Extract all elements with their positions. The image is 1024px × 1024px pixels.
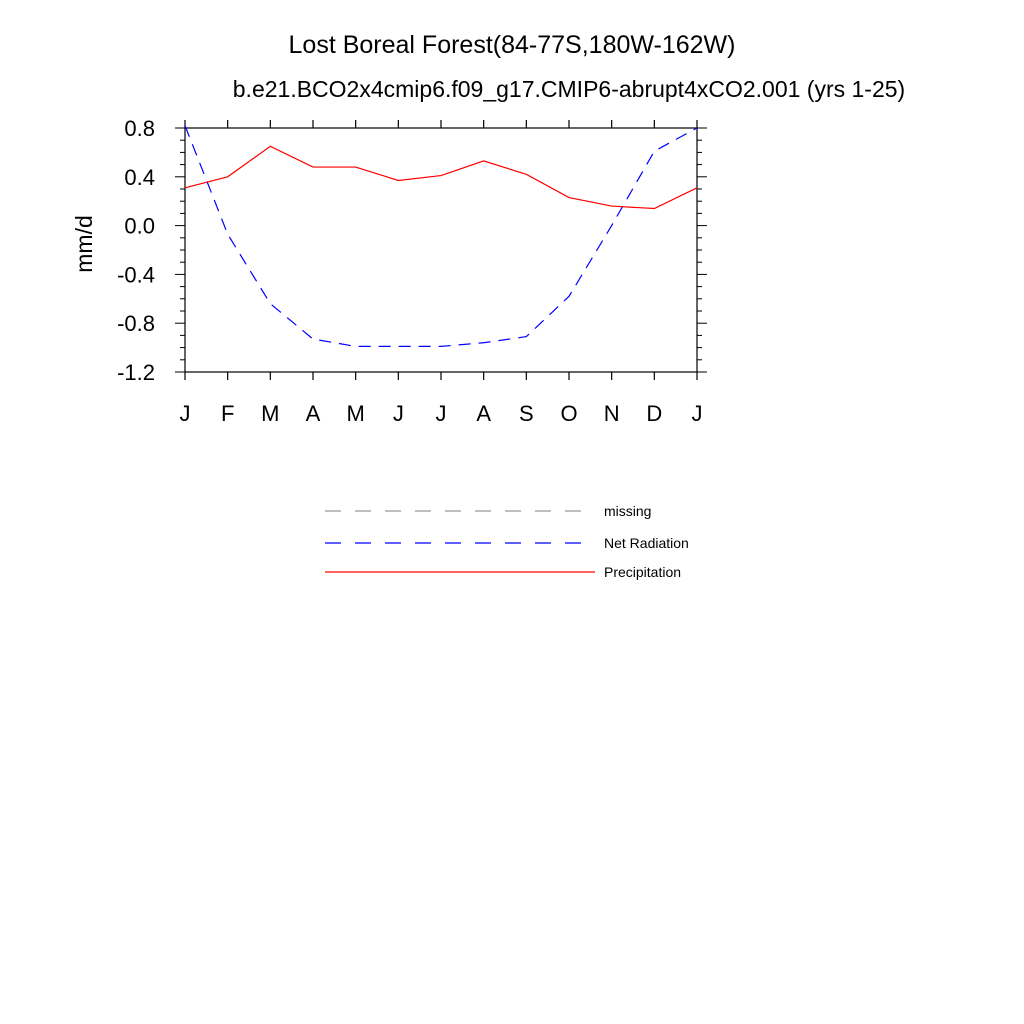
x-tick-label: J: [393, 401, 404, 426]
chart-subtitle: b.e21.BCO2x4cmip6.f09_g17.CMIP6-abrupt4x…: [233, 76, 905, 102]
x-tick-label: S: [519, 401, 534, 426]
x-tick-label: J: [436, 401, 447, 426]
series-line-net-radiation: [184, 125, 698, 347]
chart-title: Lost Boreal Forest(84-77S,180W-162W): [289, 31, 736, 59]
y-tick-label: 0.4: [124, 165, 155, 190]
x-tick-label: J: [180, 401, 191, 426]
x-tick-label: M: [347, 401, 365, 426]
legend-label: Net Radiation: [604, 535, 689, 551]
x-tick-label: J: [692, 401, 703, 426]
x-tick-label: N: [604, 401, 620, 426]
x-tick-label: O: [560, 401, 577, 426]
axis-ticks: J F M A M J J A S O N D J 0.8 0.4 0.0 -0.4 -0.8 -1.2: [117, 116, 707, 426]
y-tick-label: -1.2: [117, 360, 155, 385]
legend-label: Precipitation: [604, 564, 681, 580]
plot-frame: [184, 127, 698, 373]
y-tick-label: -0.8: [117, 311, 155, 336]
y-tick-label: -0.4: [117, 262, 155, 287]
x-tick-label: F: [221, 401, 234, 426]
x-tick-label: A: [306, 401, 321, 426]
y-tick-label: 0.0: [124, 214, 155, 239]
legend: missing Net Radiation Precipitation: [325, 503, 689, 580]
legend-label: missing: [604, 503, 651, 519]
x-tick-label: D: [646, 401, 662, 426]
series-line-precipitation: [184, 145, 698, 210]
x-tick-label: A: [476, 401, 491, 426]
x-tick-label: M: [261, 401, 279, 426]
y-tick-label: 0.8: [124, 116, 155, 141]
series-lines: [184, 125, 698, 347]
y-axis-label: mm/d: [71, 215, 97, 273]
